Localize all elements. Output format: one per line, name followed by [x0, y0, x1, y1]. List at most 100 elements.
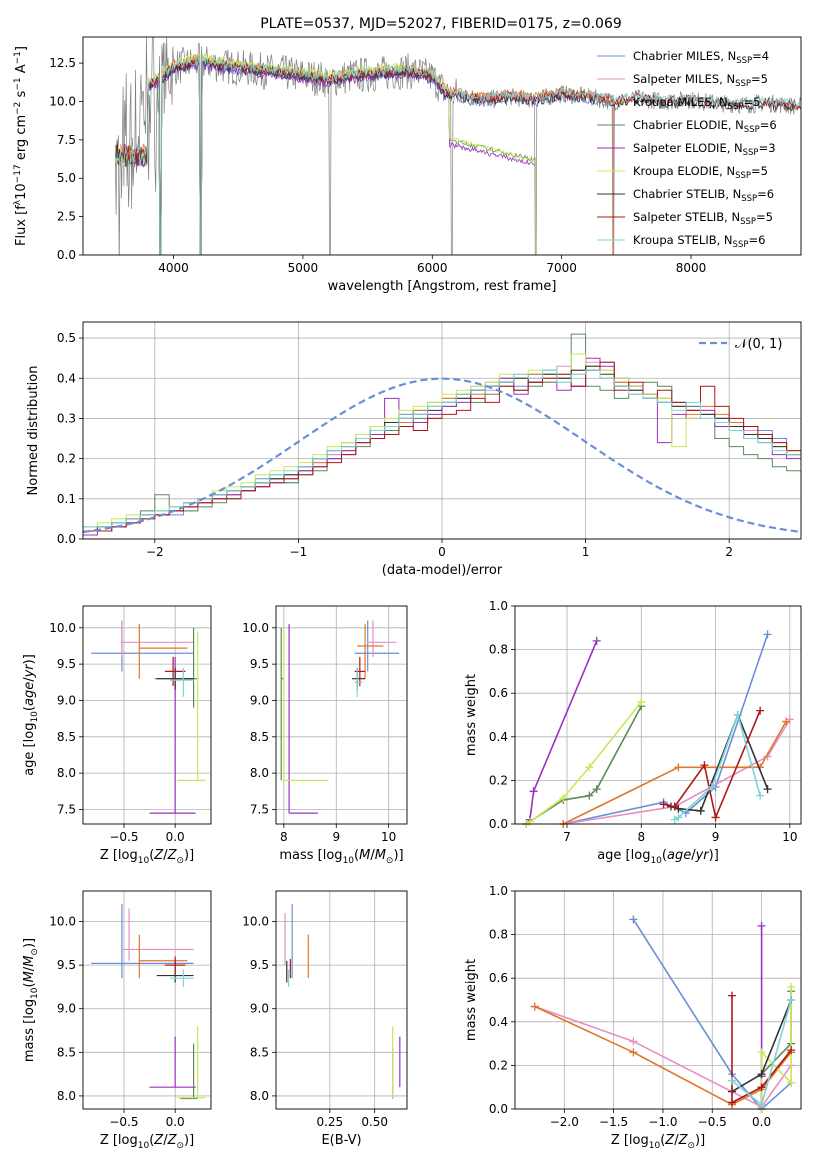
- normal-curve: [83, 377, 799, 534]
- axes-frame: [82, 36, 802, 256]
- weight-line: [525, 701, 642, 825]
- weight-marker: [592, 636, 601, 645]
- y-tick-label: 0.2: [489, 773, 508, 787]
- chart-panels: 4000 5000 6000 7000 80000.02.55.07.510.012.5…: [13, 36, 802, 1151]
- histogram-step: [83, 365, 801, 532]
- x-tick-label: 8: [637, 830, 645, 844]
- weight-marker: [529, 787, 538, 796]
- model-spectrum-line: [114, 53, 614, 255]
- y-tick-label: 0.1: [57, 492, 76, 506]
- y-tick-label: 0.4: [489, 1015, 508, 1029]
- weight-marker: [757, 921, 766, 930]
- histogram-area: [83, 333, 801, 536]
- weight-line: [563, 634, 769, 825]
- axes-frame: [514, 605, 802, 825]
- weight-marker: [525, 817, 534, 826]
- weight-marker: [530, 1002, 539, 1011]
- x-tick-label: −1.5: [599, 1115, 628, 1129]
- legend-label: Kroupa MILES, NSSP=5: [633, 95, 760, 112]
- y-tick-label: 9.0: [250, 693, 269, 707]
- x-tick-label: 9: [712, 830, 720, 844]
- x-tick-label: 7000: [546, 261, 577, 275]
- weight-marker: [711, 813, 720, 822]
- y-tick-label: 0.3: [57, 411, 76, 425]
- weight-marker: [707, 782, 716, 791]
- y-tick-label: 8.0: [57, 766, 76, 780]
- weight-lines-area: [522, 630, 794, 828]
- legend-label: Kroupa ELODIE, NSSP=5: [633, 164, 768, 181]
- weight-marker: [763, 630, 772, 639]
- errorbar-area: [280, 620, 400, 814]
- weight-marker: [757, 1083, 766, 1092]
- x-tick-label: 0.50: [361, 1115, 388, 1129]
- y-tick-label: 8.5: [250, 1045, 269, 1059]
- histogram-step: [83, 369, 801, 528]
- histogram-step: [83, 361, 801, 532]
- y-tick-label: 0.6: [489, 686, 508, 700]
- y-tick-label: 9.0: [57, 693, 76, 707]
- x-tick-label: 0.0: [166, 830, 185, 844]
- model-spectrum-line: [114, 60, 537, 255]
- y-tick-label: 9.5: [57, 657, 76, 671]
- x-axis-label: Z [log10(Z/Z⊙)]: [100, 848, 194, 866]
- y-tick-label: 10.0: [49, 94, 76, 108]
- weight-marker: [670, 802, 679, 811]
- errorbar-area: [91, 904, 206, 1100]
- weight-marker: [696, 806, 705, 815]
- weight-marker: [763, 785, 772, 794]
- y-axis-label: mass weight: [464, 674, 479, 756]
- legend-label: 𝒩(0, 1): [735, 337, 782, 352]
- weight-line: [563, 718, 791, 825]
- weight-marker: [756, 706, 765, 715]
- weight-marker: [757, 1070, 766, 1079]
- histogram-step: [83, 353, 801, 528]
- weight-marker: [756, 791, 765, 800]
- histogram-step: [83, 365, 801, 532]
- x-tick-label: 1: [582, 545, 590, 559]
- x-tick-label: 0.25: [316, 1115, 343, 1129]
- y-tick-label: 8.0: [250, 1089, 269, 1103]
- y-tick-label: 0.8: [489, 643, 508, 657]
- weight-marker: [629, 915, 638, 924]
- x-tick-label: 0.0: [166, 1115, 185, 1129]
- weight-marker: [787, 1078, 796, 1087]
- axes-frame: [82, 321, 802, 540]
- weight-marker: [585, 791, 594, 800]
- y-tick-label: 7.5: [250, 802, 269, 816]
- weight-marker: [700, 761, 709, 770]
- x-tick-label: 0.0: [752, 1115, 771, 1129]
- y-tick-label: 0.0: [489, 817, 508, 831]
- y-tick-label: 0.4: [57, 371, 76, 385]
- x-tick-label: 8: [280, 830, 288, 844]
- x-axis-label: Z [log10(Z/Z⊙)]: [611, 1133, 705, 1151]
- axes-frame: [82, 890, 212, 1110]
- legend-label: Salpeter ELODIE, NSSP=3: [633, 141, 776, 158]
- x-tick-label: −0.5: [109, 830, 138, 844]
- weight-marker: [727, 1098, 736, 1107]
- legend-label: Chabrier MILES, NSSP=4: [633, 49, 769, 66]
- x-tick-label: 0: [438, 545, 446, 559]
- y-tick-label: 0.0: [57, 532, 76, 546]
- y-tick-label: 10.0: [242, 621, 269, 635]
- x-tick-label: 10: [381, 830, 396, 844]
- weight-marker: [629, 1037, 638, 1046]
- weight-marker: [674, 763, 683, 772]
- y-tick-label: 10.0: [242, 915, 269, 929]
- x-tick-label: −0.5: [109, 1115, 138, 1129]
- x-tick-label: 2: [725, 545, 733, 559]
- y-tick-label: 9.5: [250, 958, 269, 972]
- x-tick-label: 10: [782, 830, 797, 844]
- y-tick-label: 1.0: [489, 884, 508, 898]
- y-tick-label: 9.0: [250, 1002, 269, 1016]
- weight-vs-age-panel: 7 8 9 10 0.0 0.2 0.4 0.6 0.8 1.0 age [log10(age/yr…: [464, 599, 802, 866]
- age-vs-z-panel: −0.5 0.0 7.5 8.0 8.5 9.0 9.5 10.0 Z [log10(Z/Z⊙)…: [22, 605, 212, 866]
- weight-line: [632, 918, 792, 1111]
- weight-marker: [733, 711, 742, 719]
- weight-marker: [757, 1100, 766, 1109]
- observed-spectrum: [114, 37, 801, 255]
- weight-line: [731, 995, 792, 1104]
- axes-frame: [275, 890, 408, 1110]
- figure-title: PLATE=0537, MJD=52027, FIBERID=0175, z=0…: [260, 16, 622, 32]
- weight-marker: [629, 1048, 638, 1057]
- x-tick-label: −0.5: [698, 1115, 727, 1129]
